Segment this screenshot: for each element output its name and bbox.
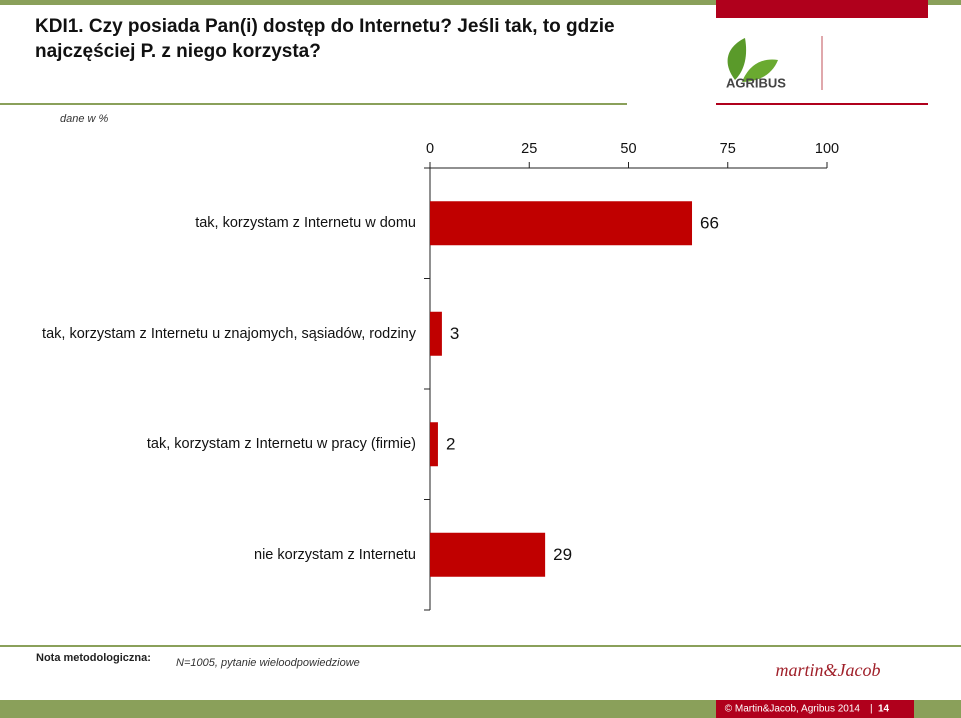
- signature: martin&Jacob: [776, 660, 881, 680]
- logo-leaf: [742, 59, 778, 82]
- bar: [430, 311, 442, 356]
- bar: [430, 201, 693, 246]
- value-label: 3: [450, 324, 459, 343]
- subtitle: dane w %: [60, 113, 109, 125]
- top-band: [0, 0, 961, 5]
- x-tick-label: 100: [815, 141, 839, 157]
- bar: [430, 532, 546, 577]
- title: KDI1. Czy posiada Pan(i) dostęp do Inter…: [35, 16, 615, 62]
- category-label: tak, korzystam z Internetu w domu: [195, 215, 416, 232]
- x-tick-label: 0: [426, 141, 434, 157]
- top-red-box: [716, 0, 928, 18]
- bar: [430, 422, 438, 467]
- note-label: Nota metodologiczna:: [36, 652, 151, 664]
- bottom-red-box: [716, 700, 914, 718]
- category-label: nie korzystam z Internetu: [254, 546, 416, 563]
- x-tick-label: 75: [720, 141, 736, 157]
- copyright: © Martin&Jacob, Agribus 2014: [725, 704, 861, 715]
- value-label: 2: [446, 435, 455, 454]
- note: N=1005, pytanie wieloodpowiedziowe: [176, 657, 360, 669]
- page-separator: |: [870, 704, 873, 715]
- x-tick-label: 25: [521, 141, 537, 157]
- category-label: tak, korzystam z Internetu u znajomych, …: [42, 325, 416, 342]
- x-tick-label: 50: [620, 141, 636, 157]
- value-label: 29: [553, 545, 572, 564]
- logo-leaf: [727, 38, 747, 80]
- category-label: tak, korzystam z Internetu w pracy (firm…: [146, 436, 416, 453]
- page-number: 14: [878, 704, 890, 715]
- logo-text: AGRIBUS: [726, 75, 786, 90]
- value-label: 66: [700, 214, 719, 233]
